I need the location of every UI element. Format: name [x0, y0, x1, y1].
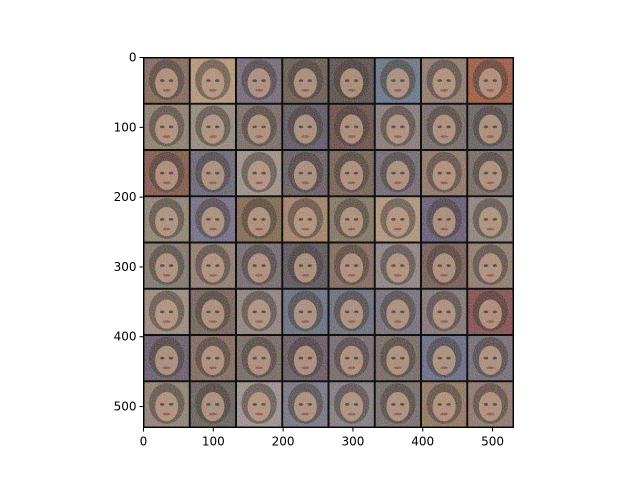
face-tile: [468, 104, 513, 149]
face-tile: [468, 336, 513, 381]
face-tile: [144, 151, 189, 196]
face-tile: [144, 58, 189, 103]
face-tile: [468, 382, 513, 427]
y-tick-label: 100: [114, 120, 137, 134]
face-tile: [375, 151, 420, 196]
face-tile: [144, 289, 189, 334]
face-tile: [144, 336, 189, 381]
face-tile: [329, 104, 374, 149]
face-tile: [237, 104, 282, 149]
face-tile: [422, 336, 467, 381]
face-tile: [144, 104, 189, 149]
y-tick-label: 300: [114, 260, 137, 274]
face-tile: [237, 336, 282, 381]
y-tick-label: 200: [114, 190, 137, 204]
face-tile: [283, 243, 328, 288]
face-tile: [190, 336, 235, 381]
face-tile: [468, 197, 513, 242]
face-tile: [283, 104, 328, 149]
face-tile: [422, 382, 467, 427]
face-tile: [422, 243, 467, 288]
y-axis: 0 100 200 300 400 500: [114, 51, 144, 414]
face-tile: [375, 336, 420, 381]
y-tick-label: 500: [114, 400, 137, 414]
face-tile: [375, 104, 420, 149]
face-tile: [237, 197, 282, 242]
face-tile: [329, 243, 374, 288]
x-axis: 0 100 200 300 400 500: [140, 427, 504, 449]
face-tile: [190, 243, 235, 288]
y-tick-label: 400: [114, 330, 137, 344]
y-tick-label: 0: [129, 51, 137, 65]
face-tile: [468, 289, 513, 334]
face-tile: [190, 197, 235, 242]
face-tile: [422, 104, 467, 149]
face-tile: [190, 289, 235, 334]
face-tile: [329, 58, 374, 103]
face-tile: [283, 382, 328, 427]
face-tile: [329, 197, 374, 242]
x-tick-label: 100: [202, 435, 225, 449]
face-tile: [375, 382, 420, 427]
face-tile: [329, 151, 374, 196]
face-tile: [468, 243, 513, 288]
face-tile: [283, 197, 328, 242]
face-tile: [329, 382, 374, 427]
face-tile: [375, 289, 420, 334]
face-tile: [468, 58, 513, 103]
face-tile: [144, 197, 189, 242]
x-tick-label: 200: [272, 435, 295, 449]
x-tick-label: 300: [341, 435, 364, 449]
face-tile: [237, 382, 282, 427]
face-tile: [422, 58, 467, 103]
face-tile: [237, 243, 282, 288]
face-tile: [422, 289, 467, 334]
face-tile: [190, 382, 235, 427]
axes-frame: [143, 57, 514, 428]
face-tile: [237, 58, 282, 103]
face-tile: [144, 382, 189, 427]
face-tile: [329, 336, 374, 381]
face-tile: [468, 151, 513, 196]
face-tile: [283, 58, 328, 103]
face-grid-image: [143, 57, 514, 428]
face-tile: [422, 197, 467, 242]
face-tile: [375, 58, 420, 103]
face-tile: [237, 151, 282, 196]
face-tile: [144, 243, 189, 288]
face-tile: [422, 151, 467, 196]
face-tile: [283, 151, 328, 196]
face-tile: [329, 289, 374, 334]
x-tick-label: 400: [411, 435, 434, 449]
face-tile: [237, 289, 282, 334]
x-tick-label: 0: [140, 435, 148, 449]
face-tile: [375, 243, 420, 288]
face-tile: [283, 289, 328, 334]
face-tile: [190, 104, 235, 149]
face-tile: [190, 151, 235, 196]
face-tile: [190, 58, 235, 103]
face-tile: [375, 197, 420, 242]
face-tile: [283, 336, 328, 381]
x-tick-label: 500: [481, 435, 504, 449]
